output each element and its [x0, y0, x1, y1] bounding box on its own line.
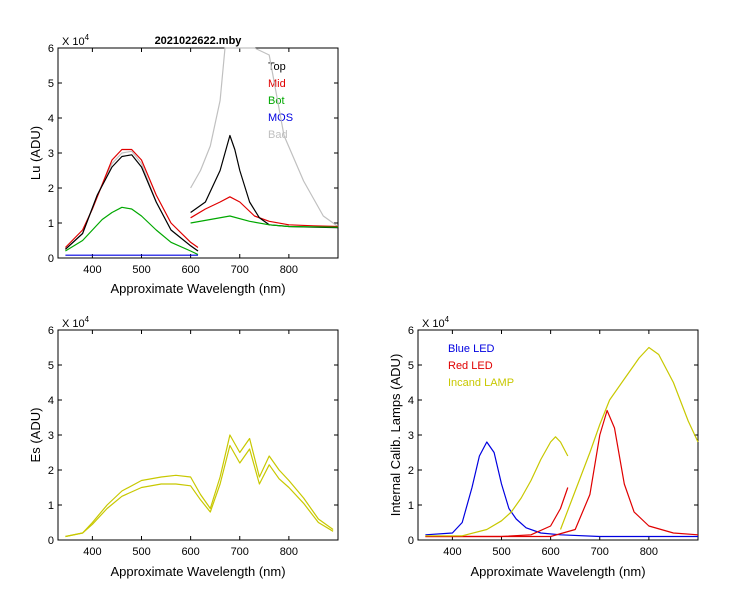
calib-y-tick-label: 1	[408, 500, 414, 512]
es-x-tick-label: 700	[231, 546, 249, 558]
lu-x-tick-label: 400	[83, 264, 101, 276]
lu-y-exponent: X 104	[62, 33, 90, 48]
calib-legend-red-led: Red LED	[448, 360, 493, 372]
lu-series-mid-line	[190, 196, 339, 228]
lu-panel: 2021022622.mby X 104 Approximate Wavelen…	[28, 33, 339, 296]
calib-x-tick-label: 700	[591, 546, 609, 558]
lu-x-tick-label: 700	[231, 264, 249, 276]
calib-series-red-led-line	[425, 409, 699, 538]
calib-x-label: Approximate Wavelength (nm)	[470, 564, 645, 579]
es-y-tick-label: 3	[48, 430, 54, 442]
es-panel: X 104 Approximate Wavelength (nm) Es (AD…	[28, 315, 339, 579]
lu-y-tick-label: 1	[48, 218, 54, 230]
calib-y-tick-label: 3	[408, 430, 414, 442]
calib-y-tick-label: 4	[408, 395, 414, 407]
lu-x-label: Approximate Wavelength (nm)	[110, 281, 285, 296]
es-x-tick-label: 400	[83, 546, 101, 558]
lu-x-tick-label: 500	[132, 264, 150, 276]
es-y-tick-label: 5	[48, 360, 54, 372]
calib-y-tick-label: 2	[408, 465, 414, 477]
calib-y-label: Internal Calib. Lamps (ADU)	[388, 354, 403, 517]
es-y-label: Es (ADU)	[28, 408, 43, 463]
calib-legend-blue-led: Blue LED	[448, 343, 495, 355]
lu-y-tick-label: 5	[48, 78, 54, 90]
es-plot-area	[57, 329, 339, 541]
lu-legend-bot: Bot	[268, 95, 285, 107]
lu-series-bot-line	[65, 206, 199, 256]
es-series-es-2-line	[65, 444, 334, 538]
lu-series-bad-line	[190, 47, 339, 227]
es-x-label: Approximate Wavelength (nm)	[110, 564, 285, 579]
es-y-tick-label: 6	[48, 325, 54, 337]
calib-y-tick-label: 0	[408, 535, 414, 547]
calib-y-tick-label: 6	[408, 325, 414, 337]
calib-series-incand-lamp-line	[559, 346, 699, 530]
calib-legend: Blue LED Red LED Incand LAMP	[448, 343, 514, 389]
calib-legend-incand-lamp: Incand LAMP	[448, 377, 514, 389]
calib-panel: X 104 Approximate Wavelength (nm) Intern…	[388, 315, 699, 579]
calib-y-exponent: X 104	[422, 315, 450, 330]
es-y-tick-label: 0	[48, 535, 54, 547]
es-x-tick-label: 600	[181, 546, 199, 558]
lu-legend-bad: Bad	[268, 129, 288, 141]
lu-title: 2021022622.mby	[155, 35, 243, 47]
lu-y-tick-label: 2	[48, 183, 54, 195]
es-y-tick-label: 2	[48, 465, 54, 477]
calib-x-tick-label: 500	[492, 546, 510, 558]
es-x-tick-label: 500	[132, 546, 150, 558]
lu-y-tick-label: 0	[48, 253, 54, 265]
lu-y-tick-label: 3	[48, 148, 54, 160]
es-y-tick-label: 1	[48, 500, 54, 512]
calib-x-tick-label: 400	[443, 546, 461, 558]
lu-y-tick-label: 4	[48, 113, 54, 125]
calib-y-tick-label: 5	[408, 360, 414, 372]
es-series-es-line	[65, 434, 334, 538]
lu-series-bot-line	[190, 215, 339, 228]
es-x-tick-label: 800	[280, 546, 298, 558]
calib-series-blue-led-line	[425, 441, 698, 538]
lu-series-top-line	[64, 154, 199, 252]
lu-x-tick-label: 600	[181, 264, 199, 276]
es-y-exponent: X 104	[62, 315, 90, 330]
lu-x-tick-label: 800	[280, 264, 298, 276]
calib-y-exponent-power: 4	[445, 315, 450, 324]
calib-x-tick-label: 800	[640, 546, 658, 558]
lu-y-exponent-power: 4	[85, 33, 90, 42]
calib-x-tick-label: 600	[541, 546, 559, 558]
calib-series-incand-lamp-line	[425, 436, 569, 537]
es-y-tick-label: 4	[48, 395, 54, 407]
es-y-exponent-power: 4	[85, 315, 90, 324]
lu-legend-mid: Mid	[268, 78, 286, 90]
calib-plot-area	[417, 329, 699, 541]
lu-y-label: Lu (ADU)	[28, 126, 43, 180]
lu-y-tick-label: 6	[48, 43, 54, 55]
